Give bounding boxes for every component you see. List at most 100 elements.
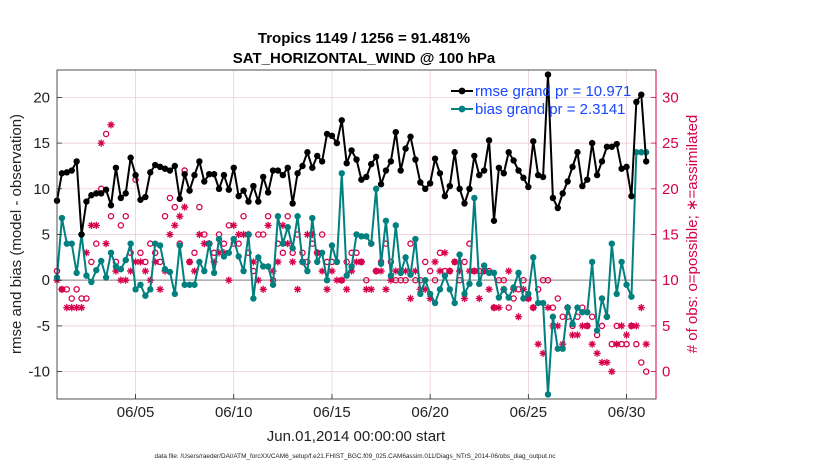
y2-axis-ticks: 0 5 10 15 20 25 30: [651, 70, 679, 399]
rmse-point: [510, 157, 517, 164]
obs-assimilated-point: [637, 304, 645, 312]
obs-assimilated-point: [225, 276, 233, 284]
rmse-point: [107, 202, 115, 209]
bias-point: [495, 294, 503, 301]
obs-possible-point: [363, 276, 370, 284]
x-axis-label: Jun.01,2014 00:00:00 start: [267, 428, 446, 445]
obs-assimilated-point: [514, 313, 523, 321]
rmse-point: [412, 156, 419, 163]
bias-point: [314, 258, 321, 266]
bias-point: [372, 185, 380, 193]
rmse-point: [539, 173, 547, 181]
x-axis-ticks: 06/05 06/10 06/15 06/20 06/25 06/30: [117, 394, 645, 421]
rmse-point: [274, 167, 282, 174]
rmse-point: [147, 169, 154, 176]
rmse-point: [593, 171, 601, 179]
obs-assimilated-point: [441, 249, 449, 257]
obs-assimilated-point: [112, 267, 120, 275]
bias-point: [588, 258, 596, 266]
bias-point: [279, 240, 287, 247]
bias-point: [431, 299, 439, 307]
obs-assimilated-point: [367, 285, 375, 293]
obs-possible-point: [407, 240, 414, 247]
obs-assimilated-point: [519, 285, 528, 293]
y-tick-label: 15: [33, 135, 50, 152]
rmse-point: [500, 170, 507, 177]
bias-point: [358, 233, 365, 240]
obs-assimilated-point: [460, 294, 469, 303]
rmse-point: [505, 149, 512, 156]
obs-assimilated-point: [583, 322, 591, 330]
rmse-point: [314, 152, 321, 160]
obs-assimilated-point: [603, 358, 611, 367]
obs-possible-point: [642, 368, 650, 375]
y2-tick-label: 15: [662, 227, 679, 244]
rmse-point: [476, 171, 483, 179]
rmse-point: [559, 190, 566, 197]
rmse-point: [225, 186, 233, 193]
chart-title: Tropics 1149 / 1256 = 91.481%: [258, 30, 470, 47]
bias-point: [240, 267, 247, 275]
rmse-point: [618, 165, 625, 172]
obs-assimilated-point: [613, 340, 621, 348]
bias-point: [191, 281, 198, 288]
bias-point: [97, 257, 105, 265]
bias-point: [584, 308, 591, 316]
obs-assimilated-point: [608, 367, 616, 376]
rmse-point: [603, 143, 611, 150]
obs-possible-point: [534, 286, 542, 293]
obs-possible-point: [638, 359, 645, 366]
bias-point: [323, 276, 331, 284]
bias-point: [446, 286, 453, 293]
bias-point: [210, 269, 218, 277]
obs-assimilated-point: [352, 258, 361, 266]
obs-assimilated-point: [323, 285, 331, 293]
obs-possible-point: [102, 130, 110, 138]
rmse-point: [520, 174, 527, 182]
rmse-point: [284, 164, 291, 171]
rmse-point: [289, 200, 296, 207]
bias-series: [53, 149, 650, 398]
rmse-point: [363, 173, 370, 181]
rmse-point: [318, 158, 326, 165]
bias-point: [269, 281, 277, 288]
obs-assimilated-point: [544, 304, 552, 312]
rmse-point: [382, 167, 390, 174]
obs-assimilated-point: [382, 285, 390, 293]
bias-point: [343, 272, 350, 279]
bias-point: [402, 254, 409, 261]
rmse-point: [446, 182, 453, 190]
rmse-point: [397, 167, 404, 174]
rmse-point: [564, 178, 571, 185]
bias-point: [564, 304, 571, 311]
bias-point: [161, 266, 169, 273]
bias-point: [255, 254, 262, 261]
obs-assimilated-point: [82, 249, 91, 257]
bias-point: [245, 231, 252, 238]
bias-point: [93, 266, 100, 274]
bias-point: [480, 262, 488, 269]
bias-point: [338, 170, 345, 177]
rmse-point: [102, 186, 110, 193]
bias-point: [181, 281, 188, 288]
obs-assimilated-point: [534, 340, 542, 348]
rmse-point: [495, 164, 503, 171]
bias-point: [201, 267, 208, 275]
chart-subtitle: SAT_HORIZONTAL_WIND @ 100 hPa: [233, 50, 496, 67]
bias-point: [490, 269, 498, 277]
y2-tick-label: 20: [662, 181, 679, 198]
obs-assimilated-point: [200, 240, 208, 248]
bias-point: [569, 320, 576, 328]
bias-point: [407, 271, 414, 278]
obs-assimilated-point: [598, 358, 606, 367]
legend-bias-label: bias grand pr = 2.3141: [475, 101, 626, 118]
obs-assimilated-point: [131, 258, 140, 266]
obs-assimilated-point: [426, 294, 434, 303]
obs-possible-point: [171, 203, 179, 211]
y-tick-label: 5: [42, 227, 50, 244]
obs-assimilated-point: [230, 221, 238, 229]
obs-assimilated-point: [338, 276, 346, 284]
rmse-point: [127, 154, 134, 161]
obs-assimilated-point: [87, 221, 95, 229]
legend-rmse-marker: [458, 87, 466, 95]
